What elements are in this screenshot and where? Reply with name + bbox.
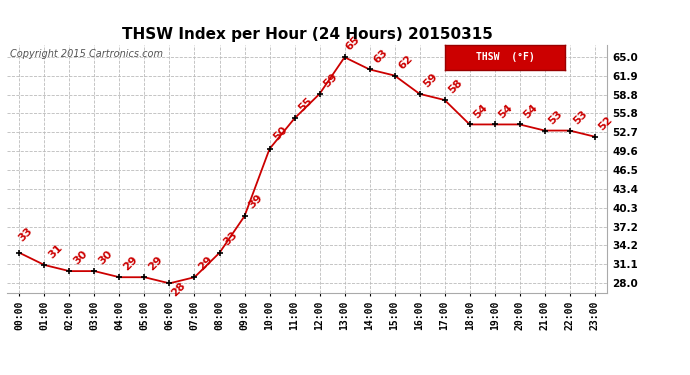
Text: Copyright 2015 Cartronics.com: Copyright 2015 Cartronics.com (10, 49, 163, 59)
Text: 58: 58 (446, 78, 464, 96)
Text: 54: 54 (522, 102, 540, 120)
Text: 50: 50 (272, 125, 289, 143)
Text: 55: 55 (297, 96, 315, 114)
Text: 52: 52 (597, 114, 615, 132)
Text: 30: 30 (97, 248, 115, 266)
Text: 62: 62 (397, 53, 415, 71)
Text: 31: 31 (46, 242, 64, 260)
Text: 53: 53 (546, 108, 564, 126)
Text: 29: 29 (197, 254, 215, 272)
Text: 63: 63 (372, 47, 390, 65)
Text: 33: 33 (221, 230, 239, 248)
Text: 29: 29 (121, 254, 139, 272)
Text: 29: 29 (146, 254, 165, 272)
Title: THSW Index per Hour (24 Hours) 20150315: THSW Index per Hour (24 Hours) 20150315 (121, 27, 493, 42)
Text: 54: 54 (472, 102, 490, 120)
Text: 39: 39 (246, 192, 264, 210)
Text: 53: 53 (572, 108, 589, 126)
Text: 65: 65 (344, 34, 362, 53)
Text: 59: 59 (422, 72, 440, 90)
Text: 33: 33 (17, 226, 34, 244)
Text: 28: 28 (170, 280, 188, 298)
Text: 30: 30 (72, 248, 89, 266)
Text: 59: 59 (322, 71, 339, 89)
Text: 54: 54 (497, 102, 515, 120)
